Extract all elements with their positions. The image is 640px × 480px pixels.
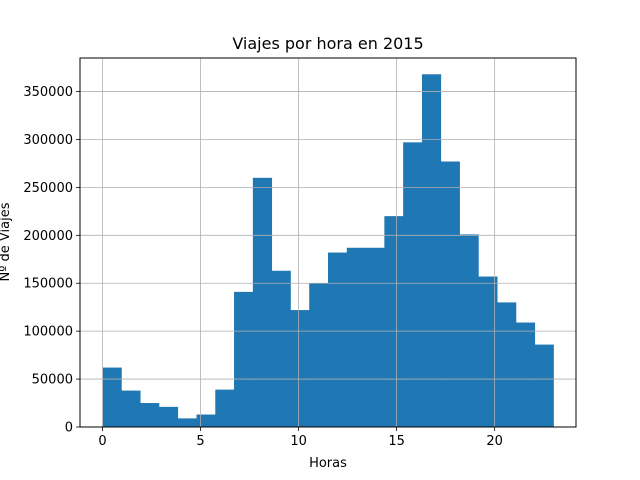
histogram-bar-19 [459,234,479,427]
y-axis-ticks: 0 50000 100000 150000 200000 250000 300000 3500… [23,85,80,436]
histogram-bar-15 [384,216,404,427]
histogram-bar-16 [403,142,423,428]
histogram-bar-6 [215,389,235,427]
x-tick-label: 5 [196,434,204,449]
histogram-bar-12 [328,252,348,427]
y-axis-title: Nº de Viajes [0,202,13,281]
histogram-bar-23 [534,344,554,427]
histogram-bar-4 [177,418,197,427]
histogram-bar-9 [271,270,291,427]
histogram-bar-21 [497,302,517,427]
y-tick-label: 300000 [23,133,73,148]
y-tick-label: 150000 [23,277,73,292]
histogram-bar-11 [309,283,329,427]
histogram-bar-17 [421,74,442,427]
histogram-bar-5 [196,414,216,427]
histogram-bar-18 [440,161,460,427]
histogram-bar-0 [102,367,122,427]
x-tick-label: 0 [98,434,106,449]
histogram-bar-1 [121,390,141,427]
y-tick-label: 50000 [32,373,73,388]
bars [102,74,554,428]
histogram-bar-14 [365,247,385,427]
histogram-bar-20 [478,276,498,427]
plot-frame [79,57,577,428]
y-tick-label: 250000 [23,181,73,196]
histogram-bar-3 [158,406,179,427]
y-tick-label: 0 [65,421,73,436]
x-tick-label: 15 [388,434,405,449]
y-tick-label: 350000 [23,85,73,100]
x-axis-title: Horas [309,456,347,471]
x-tick-label: 20 [486,434,503,449]
histogram-bar-10 [290,310,310,427]
x-axis-ticks: 0 5 10 15 20 [98,427,503,449]
histogram-bar-8 [252,177,273,427]
histogram-bar-2 [140,403,160,427]
y-tick-label: 100000 [23,325,73,340]
chart-title: Viajes por hora en 2015 [232,34,423,53]
x-tick-label: 10 [290,434,307,449]
histogram-bar-22 [515,322,536,427]
histogram-bar-13 [346,247,366,427]
histogram-bar-7 [234,291,254,427]
y-tick-label: 200000 [23,229,73,244]
